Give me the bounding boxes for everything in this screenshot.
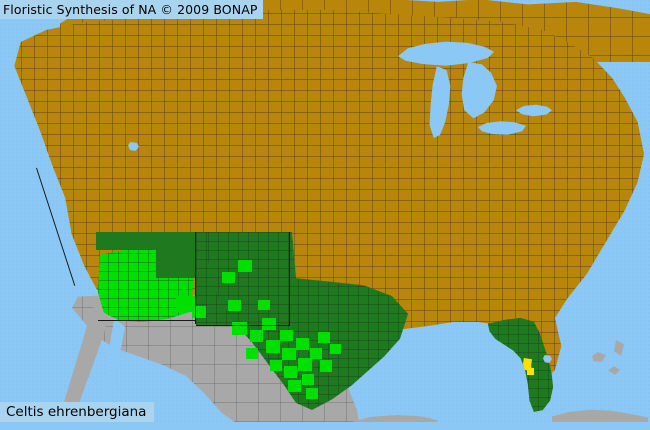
texas-county-patch-02 (250, 330, 263, 342)
texas-county-patch-16 (306, 388, 318, 399)
texas-county-patch-06 (282, 348, 296, 360)
florida-rare-county (523, 358, 532, 371)
texas-county-patch-07 (296, 338, 309, 350)
texas-county-patch-17 (330, 344, 341, 354)
bahamas-island-2 (608, 366, 620, 375)
bahamas-island-3 (614, 340, 624, 356)
texas-county-patch-04 (266, 340, 280, 353)
texas-county-patch-14 (318, 332, 330, 343)
texas-county-patch-11 (288, 380, 301, 392)
texas-county-patch-05 (280, 330, 293, 341)
texas-county-patch-13 (310, 348, 322, 359)
lake-erie (478, 121, 526, 135)
arizona-ne-present-block (156, 244, 200, 278)
great-salt-lake (128, 142, 139, 151)
texas-county-patch-20 (228, 300, 241, 311)
border-nm-tx-vertical (289, 232, 290, 326)
border-nm-south (196, 325, 290, 326)
border-az-nm-vertical (195, 232, 196, 324)
lake-michigan (429, 66, 451, 138)
species-name-label: Celtis ehrenbergiana (0, 402, 155, 422)
border-us-mexico-az (98, 320, 196, 321)
texas-county-patch-01 (232, 322, 247, 335)
texas-county-patch-08 (298, 358, 312, 371)
texas-county-patch-19 (258, 300, 270, 310)
new-mexico-county-patch-b (176, 296, 196, 312)
bahamas-islands (592, 352, 606, 362)
bottom-ocean-strip (0, 422, 650, 430)
lake-okeechobee (543, 355, 552, 363)
texas-county-patch-12 (302, 374, 314, 385)
texas-county-patch-09 (284, 366, 297, 378)
lake-ontario (516, 104, 552, 117)
texas-panhandle-patch-a (238, 260, 252, 272)
texas-county-patch-18 (246, 348, 258, 359)
texas-county-patch-03 (262, 318, 276, 330)
florida-rare-county-2 (527, 368, 534, 375)
texas-county-patch-15 (320, 360, 332, 372)
texas-county-patch-10 (270, 360, 282, 371)
map-title-banner: Floristic Synthesis of NA © 2009 BONAP (0, 0, 264, 19)
texas-panhandle-patch-b (222, 272, 235, 283)
